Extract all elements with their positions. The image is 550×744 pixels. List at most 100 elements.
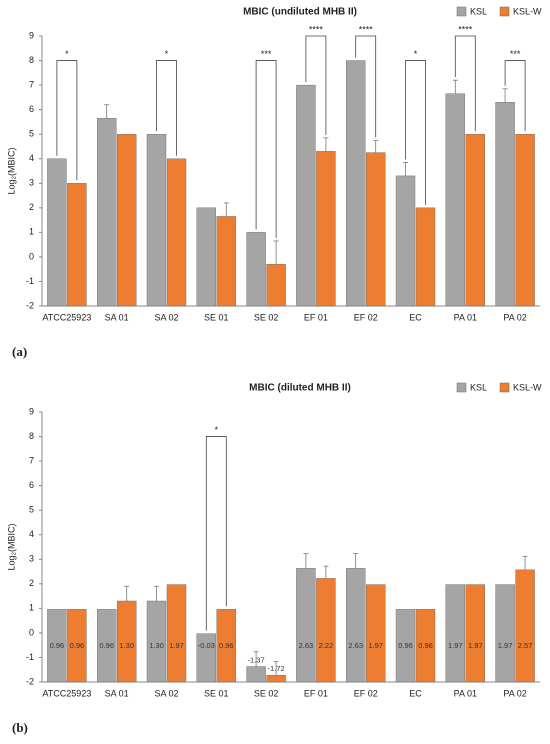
bar bbox=[346, 568, 366, 683]
x-tick-label: SA 01 bbox=[105, 688, 129, 698]
bar bbox=[196, 207, 217, 307]
value-label: 1.97 bbox=[498, 641, 513, 650]
bar bbox=[67, 609, 87, 683]
chart-title: MBIC (undiluted MHB II) bbox=[243, 7, 357, 18]
bar bbox=[67, 183, 87, 307]
legend-label: KSL bbox=[470, 6, 487, 16]
bar bbox=[296, 84, 316, 307]
significance-label: * bbox=[165, 49, 169, 59]
value-label: 2.57 bbox=[518, 641, 533, 650]
bar bbox=[465, 133, 485, 307]
value-label: 1.97 bbox=[448, 641, 463, 650]
bar bbox=[246, 666, 266, 683]
x-tick-label: EF 01 bbox=[304, 312, 328, 322]
x-tick-label: SE 01 bbox=[204, 312, 229, 322]
y-tick-label: 8 bbox=[29, 55, 34, 65]
panel-label: (a) bbox=[12, 344, 27, 359]
bar bbox=[296, 568, 316, 683]
y-tick-label: 2 bbox=[29, 578, 34, 588]
value-label: 0.96 bbox=[418, 641, 433, 650]
bar bbox=[495, 102, 515, 307]
y-tick-label: -2 bbox=[26, 676, 34, 686]
legend-swatch bbox=[499, 382, 510, 393]
significance-label: * bbox=[215, 425, 219, 435]
y-tick-label: 5 bbox=[29, 505, 34, 515]
bar bbox=[515, 569, 535, 683]
significance-bracket bbox=[454, 35, 476, 132]
x-tick-label: EF 02 bbox=[354, 688, 378, 698]
bar bbox=[146, 133, 167, 307]
y-tick-label: 0 bbox=[29, 251, 34, 261]
value-label: 0.96 bbox=[99, 641, 114, 650]
bar bbox=[246, 232, 266, 307]
significance-label: *** bbox=[261, 49, 272, 59]
y-tick-label: 3 bbox=[29, 178, 34, 188]
x-tick-label: EC bbox=[409, 312, 422, 322]
y-tick-label: 7 bbox=[29, 455, 34, 465]
x-tick-label: PA 02 bbox=[503, 688, 526, 698]
bar bbox=[515, 133, 535, 307]
x-tick-label: EF 01 bbox=[304, 688, 328, 698]
x-tick-label: ATCC25923 bbox=[42, 688, 91, 698]
x-tick-label: ATCC25923 bbox=[42, 312, 91, 322]
bar bbox=[366, 584, 386, 683]
value-label: 1.97 bbox=[468, 641, 483, 650]
bar bbox=[395, 609, 416, 683]
significance-bracket bbox=[305, 35, 327, 135]
bar bbox=[366, 152, 386, 307]
bar bbox=[316, 151, 336, 307]
y-tick-label: 1 bbox=[29, 603, 34, 613]
value-label: 1.97 bbox=[368, 641, 383, 650]
value-label: -0.03 bbox=[198, 641, 215, 650]
value-label: 0.96 bbox=[50, 641, 65, 650]
bar bbox=[415, 609, 436, 683]
y-axis-label: Log₂(MBIC) bbox=[6, 147, 16, 194]
y-tick-label: 3 bbox=[29, 554, 34, 564]
bar bbox=[495, 584, 515, 683]
x-tick-label: SE 01 bbox=[204, 688, 229, 698]
x-tick-label: PA 01 bbox=[454, 688, 477, 698]
y-tick-label: -1 bbox=[26, 652, 34, 662]
bar bbox=[47, 158, 67, 307]
y-tick-label: 6 bbox=[29, 480, 34, 490]
value-label: 2.63 bbox=[348, 641, 363, 650]
significance-label: **** bbox=[458, 24, 473, 34]
y-tick-label: 4 bbox=[29, 529, 34, 539]
value-label: 1.97 bbox=[169, 641, 184, 650]
significance-bracket bbox=[405, 60, 426, 205]
bar bbox=[266, 674, 286, 683]
bar bbox=[316, 578, 336, 683]
bar bbox=[216, 609, 237, 683]
y-tick-label: 2 bbox=[29, 202, 34, 212]
panel-label: (b) bbox=[12, 720, 28, 735]
y-tick-label: 6 bbox=[29, 104, 34, 114]
y-axis-label: Log₂(MBIC) bbox=[6, 523, 16, 570]
y-tick-label: 4 bbox=[29, 153, 34, 163]
y-tick-label: 5 bbox=[29, 129, 34, 139]
bar bbox=[346, 60, 366, 307]
bar bbox=[96, 609, 117, 683]
y-tick-label: -2 bbox=[26, 300, 34, 310]
significance-label: * bbox=[414, 49, 418, 59]
significance-bracket bbox=[56, 60, 78, 181]
bar bbox=[395, 175, 416, 307]
value-label: 1.30 bbox=[119, 641, 134, 650]
y-tick-label: 0 bbox=[29, 627, 34, 637]
bar bbox=[166, 158, 187, 307]
significance-label: *** bbox=[510, 49, 521, 59]
y-tick-label: 9 bbox=[29, 406, 34, 416]
y-tick-label: 7 bbox=[29, 79, 34, 89]
significance-bracket bbox=[205, 436, 227, 631]
value-label: -1.37 bbox=[248, 656, 265, 665]
x-tick-label: EF 02 bbox=[354, 312, 378, 322]
x-tick-label: SA 01 bbox=[105, 312, 129, 322]
value-label: 0.96 bbox=[398, 641, 413, 650]
x-tick-label: PA 02 bbox=[503, 312, 526, 322]
legend-label: KSL-W bbox=[513, 382, 542, 392]
significance-bracket bbox=[156, 60, 177, 156]
bar bbox=[465, 584, 485, 683]
significance-bracket bbox=[504, 60, 526, 132]
significance-label: * bbox=[65, 49, 69, 59]
bar bbox=[47, 609, 67, 683]
